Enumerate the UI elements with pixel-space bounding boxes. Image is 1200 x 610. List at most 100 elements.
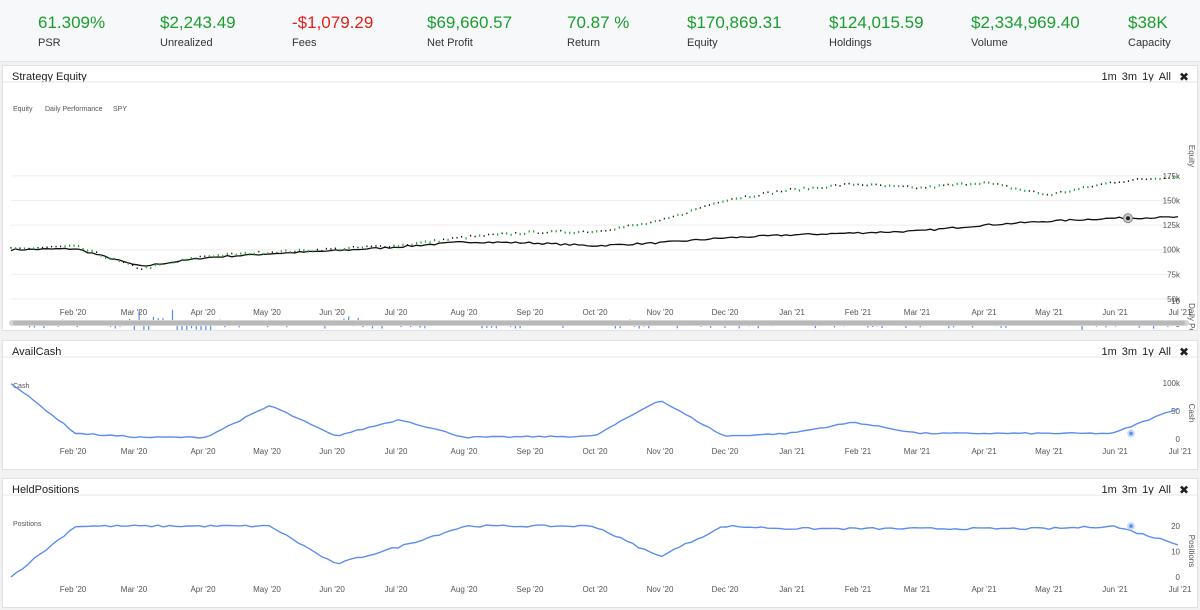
equity-candle [271,251,273,253]
range-all-button[interactable]: All [1158,484,1171,496]
equity-candle [690,209,692,212]
equity-candle [1051,194,1053,197]
legend-label: Positions [13,521,42,528]
equity-candle [159,263,161,266]
equity-candle [298,248,300,251]
equity-candle [970,183,972,186]
daily-performance-bar [638,324,640,329]
equity-candle [32,247,35,250]
month-tick-label: Mar '20 [121,308,148,317]
cash-chart[interactable]: 0 50 100k Cash Cash Feb '20 Mar '20 Apr '20 May … [3,341,1197,469]
equity-candle [889,184,891,187]
equity-candle [1087,186,1089,189]
range-1y-button[interactable]: 1y [1142,484,1154,496]
equity-candle [920,186,922,189]
strategy-equity-panel: Strategy Equity 1m 3m 1y All ✖ 50k 75k 100… [2,65,1198,331]
equity-candle [96,251,98,253]
equity-candle [352,245,355,248]
equity-candle [573,232,575,235]
month-tick-label: Aug '20 [451,447,478,456]
equity-candle [1145,178,1148,181]
month-tick-label: Jun '21 [1102,585,1128,594]
equity-chart[interactable]: 50k 75k 100k 125k 150k 175k Equity Daily Perfor… [3,66,1197,330]
equity-candle [132,264,134,267]
range-1m-button[interactable]: 1m [1101,346,1117,358]
daily-performance-bar [614,324,616,329]
equity-candle [560,229,562,232]
equity-candle [600,230,602,232]
equity-candle [848,182,850,185]
equity-candle [379,245,382,247]
panel-title: AvailCash [12,346,62,358]
stat-value: $69,660.57 [427,13,513,32]
equity-candle [740,197,742,200]
range-1m-button[interactable]: 1m [1101,71,1117,83]
scrollbar-thumb[interactable] [13,321,1185,325]
equity-candle [433,239,436,242]
legend-spy: SPY [113,106,127,113]
month-tick-label: Nov '20 [647,447,674,456]
close-icon[interactable]: ✖ [1178,70,1189,84]
equity-candle [199,255,201,258]
equity-candle [997,183,999,185]
equity-candle [636,223,638,227]
equity-candle [442,238,445,241]
equity-candle [357,246,359,249]
avail-cash-panel: AvailCash 1m 3m 1y All ✖ 0 50 100k Cash Cash… [2,340,1198,470]
month-tick-label: Jan '21 [779,447,805,456]
equity-candle [1055,191,1057,195]
equity-candle [1154,177,1157,180]
equity-candle [23,247,26,250]
equity-candle [64,245,66,248]
range-1y-button[interactable]: 1y [1142,71,1154,83]
equity-candle [1037,192,1039,195]
equity-candle [1069,190,1071,193]
positions-chart[interactable]: 0 10 20 Positions Positions Feb '20 Mar '20 Apr… [3,479,1197,607]
equity-candle [244,251,246,254]
range-3m-button[interactable]: 3m [1121,484,1138,496]
equity-candle [839,185,841,187]
equity-candle [483,235,485,237]
close-icon[interactable]: ✖ [1178,345,1189,359]
equity-candle [654,220,656,223]
equity-candle [546,231,548,234]
month-tick-label: Aug '20 [451,308,478,317]
equity-candle [402,243,404,246]
range-controls: 1m 3m 1y All ✖ [1102,70,1189,84]
y-tick-label: 100k [1163,379,1181,388]
equity-candle [821,187,823,189]
equity-candle [479,234,481,237]
range-3m-button[interactable]: 3m [1121,71,1138,83]
equity-candle [780,190,783,193]
equity-candle [492,233,494,236]
daily-performance-bar [200,324,202,330]
daily-performance-bar [495,324,497,329]
equity-candle [208,255,210,258]
range-3m-button[interactable]: 3m [1121,346,1138,358]
equity-candle [28,247,30,250]
equity-candle [947,183,949,186]
month-tick-label: Oct '20 [582,308,608,317]
range-all-button[interactable]: All [1158,346,1171,358]
equity-candle [1118,181,1121,184]
daily-performance-bar [424,324,426,329]
daily-performance-bar [190,324,193,329]
range-1m-button[interactable]: 1m [1101,484,1117,496]
daily-performance-bar [114,324,116,329]
daily-performance-bar [195,324,197,330]
equity-candle [934,186,936,189]
daily-performance-bar [43,324,45,329]
month-tick-label: Jun '21 [1102,447,1128,456]
equity-candle [163,262,165,265]
month-tick-label: Dec '20 [712,447,739,456]
legend-daily-performance: Daily Performance [45,106,103,113]
range-1y-button[interactable]: 1y [1142,346,1154,358]
stat-value: -$1,079.29 [292,13,374,32]
panel-title: Strategy Equity [12,71,87,83]
equity-candle [722,200,724,203]
equity-candle [213,255,215,258]
equity-candle [186,258,188,261]
equity-candle [249,253,251,256]
range-all-button[interactable]: All [1158,71,1171,83]
close-icon[interactable]: ✖ [1178,483,1189,497]
